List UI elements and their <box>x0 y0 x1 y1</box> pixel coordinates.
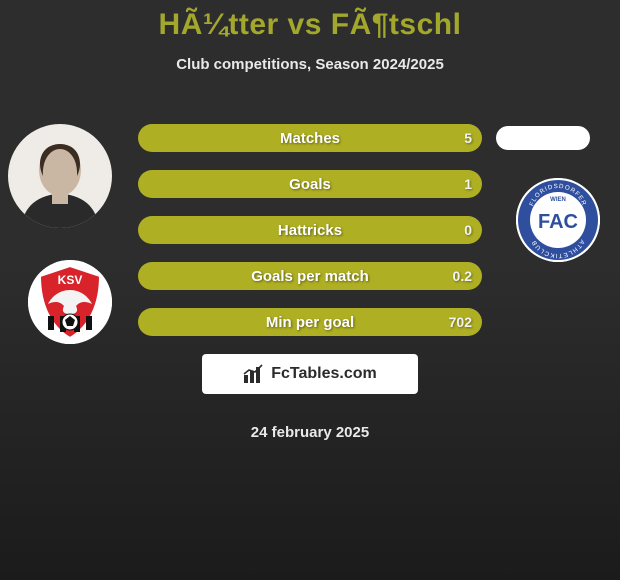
svg-text:WIEN: WIEN <box>550 197 566 203</box>
page-title: HÃ¼tter vs FÃ¶tschl <box>0 0 620 42</box>
stat-right-value: 1 <box>464 176 472 192</box>
club-left-badge: KSV <box>28 260 112 344</box>
stat-label: Matches <box>138 130 482 147</box>
svg-text:KSV: KSV <box>58 273 83 287</box>
stat-right-value: 0.2 <box>453 268 472 284</box>
stat-label: Hattricks <box>138 222 482 239</box>
club-right-badge: FAC FLORIDSDORFER ATHLETIKCLUB WIEN <box>516 178 600 262</box>
stat-right-value: 0 <box>464 222 472 238</box>
player-right-photo <box>496 126 590 150</box>
stat-row: Min per goal702 <box>138 308 482 336</box>
brand-badge: FcTables.com <box>202 354 418 394</box>
stat-right-value: 5 <box>464 130 472 146</box>
stat-label: Goals <box>138 176 482 193</box>
player-silhouette-icon <box>8 124 112 228</box>
brand-text: FcTables.com <box>271 365 377 383</box>
stat-row: Matches5 <box>138 124 482 152</box>
stat-row: Goals per match0.2 <box>138 262 482 290</box>
stat-row: Hattricks0 <box>138 216 482 244</box>
stat-label: Min per goal <box>138 314 482 331</box>
date-label: 24 february 2025 <box>0 424 620 441</box>
bar-chart-icon <box>243 363 265 385</box>
infographic: HÃ¼tter vs FÃ¶tschl Club competitions, S… <box>0 0 620 580</box>
svg-text:FAC: FAC <box>538 211 578 233</box>
stat-row: Goals1 <box>138 170 482 198</box>
fac-crest-icon: FAC FLORIDSDORFER ATHLETIKCLUB WIEN <box>516 178 600 262</box>
stats-list: Matches5Goals1Hattricks0Goals per match0… <box>138 124 482 354</box>
stat-right-value: 702 <box>449 314 472 330</box>
ksv-crest-icon: KSV <box>28 260 112 344</box>
subtitle: Club competitions, Season 2024/2025 <box>0 56 620 73</box>
stat-label: Goals per match <box>138 268 482 285</box>
player-left-photo <box>8 124 112 228</box>
